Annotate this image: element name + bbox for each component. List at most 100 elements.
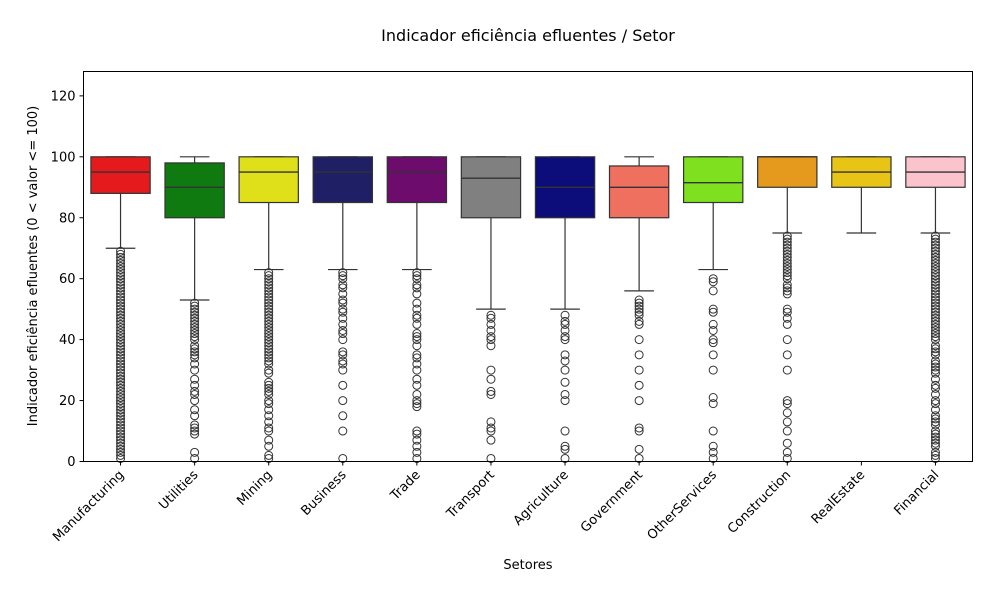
outlier-point bbox=[264, 380, 274, 390]
outlier-point bbox=[486, 389, 496, 399]
outlier-point bbox=[116, 420, 126, 430]
outlier-point bbox=[116, 258, 126, 268]
outlier-point bbox=[116, 408, 126, 418]
outlier-point bbox=[264, 292, 274, 302]
outlier-point bbox=[930, 249, 940, 259]
outlier-point bbox=[560, 389, 570, 399]
outlier-point bbox=[338, 271, 348, 281]
outlier-point bbox=[190, 365, 200, 375]
outlier-point bbox=[264, 277, 274, 287]
outlier-point bbox=[930, 301, 940, 311]
outlier-point bbox=[560, 365, 570, 375]
outlier-point bbox=[930, 289, 940, 299]
outlier-point bbox=[930, 322, 940, 332]
outlier-point bbox=[930, 417, 940, 427]
outlier-point bbox=[930, 405, 940, 415]
outlier-point bbox=[634, 335, 644, 345]
outlier-point bbox=[412, 335, 422, 345]
outlier-point bbox=[782, 286, 792, 296]
outlier-point bbox=[560, 335, 570, 345]
plot-frame bbox=[83, 71, 973, 462]
outlier-point bbox=[338, 289, 348, 299]
outlier-point bbox=[190, 420, 200, 430]
outlier-point bbox=[190, 316, 200, 326]
outlier-point bbox=[264, 286, 274, 296]
outlier-point bbox=[116, 447, 126, 457]
outlier-point bbox=[930, 240, 940, 250]
outlier-point bbox=[116, 322, 126, 332]
outlier-point bbox=[782, 289, 792, 299]
outlier-point bbox=[708, 447, 718, 457]
outlier-point bbox=[116, 289, 126, 299]
outlier-point bbox=[116, 329, 126, 339]
outlier-point bbox=[930, 426, 940, 436]
box bbox=[312, 156, 374, 204]
outlier-point bbox=[264, 307, 274, 317]
box bbox=[608, 165, 670, 219]
box bbox=[460, 156, 522, 219]
outlier-point bbox=[930, 359, 940, 369]
outlier-point bbox=[190, 423, 200, 433]
outlier-point bbox=[708, 399, 718, 409]
outlier-point bbox=[782, 417, 792, 427]
outlier-point bbox=[930, 319, 940, 329]
outlier-point bbox=[264, 325, 274, 335]
outlier-point bbox=[338, 411, 348, 421]
outlier-point bbox=[560, 377, 570, 387]
outlier-point bbox=[930, 432, 940, 442]
outlier-point bbox=[116, 399, 126, 409]
outlier-point bbox=[782, 237, 792, 247]
box bbox=[238, 156, 299, 204]
outlier-point bbox=[560, 356, 570, 366]
outlier-point bbox=[782, 243, 792, 253]
outlier-point bbox=[930, 429, 940, 439]
outlier-point bbox=[116, 432, 126, 442]
outlier-point bbox=[930, 414, 940, 424]
outlier-point bbox=[190, 341, 200, 351]
outlier-point bbox=[930, 368, 940, 378]
outlier-point bbox=[116, 368, 126, 378]
outlier-point bbox=[782, 283, 792, 293]
outlier-point bbox=[486, 386, 496, 396]
outlier-point bbox=[116, 396, 126, 406]
outlier-point bbox=[264, 347, 274, 357]
outlier-point bbox=[116, 341, 126, 351]
outlier-point bbox=[412, 332, 422, 342]
outlier-point bbox=[190, 304, 200, 314]
outlier-point bbox=[264, 332, 274, 342]
outlier-point bbox=[486, 426, 496, 436]
outlier-point bbox=[708, 393, 718, 403]
outlier-point bbox=[264, 441, 274, 451]
outlier-point bbox=[560, 310, 570, 320]
outlier-point bbox=[782, 426, 792, 436]
outlier-point bbox=[782, 447, 792, 457]
outlier-point bbox=[264, 268, 274, 278]
outlier-point bbox=[782, 408, 792, 418]
outlier-point bbox=[264, 322, 274, 332]
x-tick-label: Construction bbox=[725, 468, 794, 537]
outlier-point bbox=[486, 319, 496, 329]
outlier-point bbox=[412, 374, 422, 384]
outlier-point bbox=[264, 417, 274, 427]
outlier-point bbox=[116, 274, 126, 284]
outlier-point bbox=[930, 280, 940, 290]
y-axis-label: Indicador eficiência efluentes (0 < valo… bbox=[26, 106, 41, 426]
outlier-point bbox=[264, 423, 274, 433]
outlier-point bbox=[930, 307, 940, 317]
outlier-point bbox=[930, 292, 940, 302]
outlier-point bbox=[930, 365, 940, 375]
outlier-point bbox=[264, 301, 274, 311]
outlier-point bbox=[930, 341, 940, 351]
outlier-point bbox=[116, 265, 126, 275]
outlier-point bbox=[116, 249, 126, 259]
box-group-mining bbox=[238, 156, 299, 463]
outlier-point bbox=[560, 441, 570, 451]
box-group-trade bbox=[386, 156, 448, 463]
outlier-point bbox=[338, 274, 348, 284]
outlier-point bbox=[486, 313, 496, 323]
outlier-point bbox=[930, 411, 940, 421]
outlier-point bbox=[782, 350, 792, 360]
outlier-point bbox=[782, 304, 792, 314]
outlier-point bbox=[264, 426, 274, 436]
outlier-point bbox=[930, 237, 940, 247]
